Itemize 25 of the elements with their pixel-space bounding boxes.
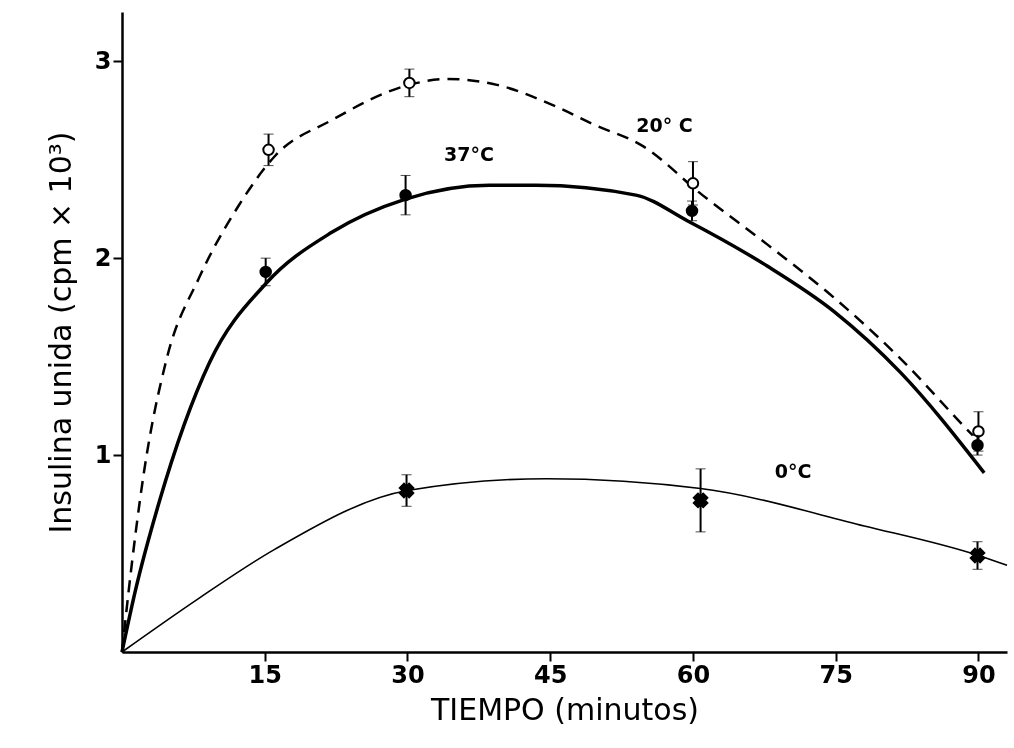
y-tick-label: 3 [94,46,112,75]
y-tick-label: 1 [94,440,112,469]
y-axis-title: Insulina unida (cpm × 10³) [42,131,78,534]
point [262,143,275,157]
x-axis-title: TIEMPO (minutos) [430,691,699,727]
x-tick-label: 15 [248,660,282,689]
point [686,177,700,190]
point [685,204,699,218]
x-tick-label: 45 [534,660,568,689]
point [399,188,412,202]
x-tick-label: 90 [962,660,996,689]
annotation: 37°C [443,143,494,166]
point [971,439,984,452]
point [398,482,415,499]
point [969,547,986,564]
x-tick-label: 30 [391,660,425,689]
x-tick-label: 60 [676,660,711,689]
x-tick-label: 75 [819,660,853,689]
y-tick-label: 2 [94,243,112,272]
annotation: 0°C [774,460,812,483]
point [972,425,985,438]
point [693,492,709,508]
annotation: 20° C [636,113,693,136]
point [403,76,416,90]
point [259,265,272,279]
